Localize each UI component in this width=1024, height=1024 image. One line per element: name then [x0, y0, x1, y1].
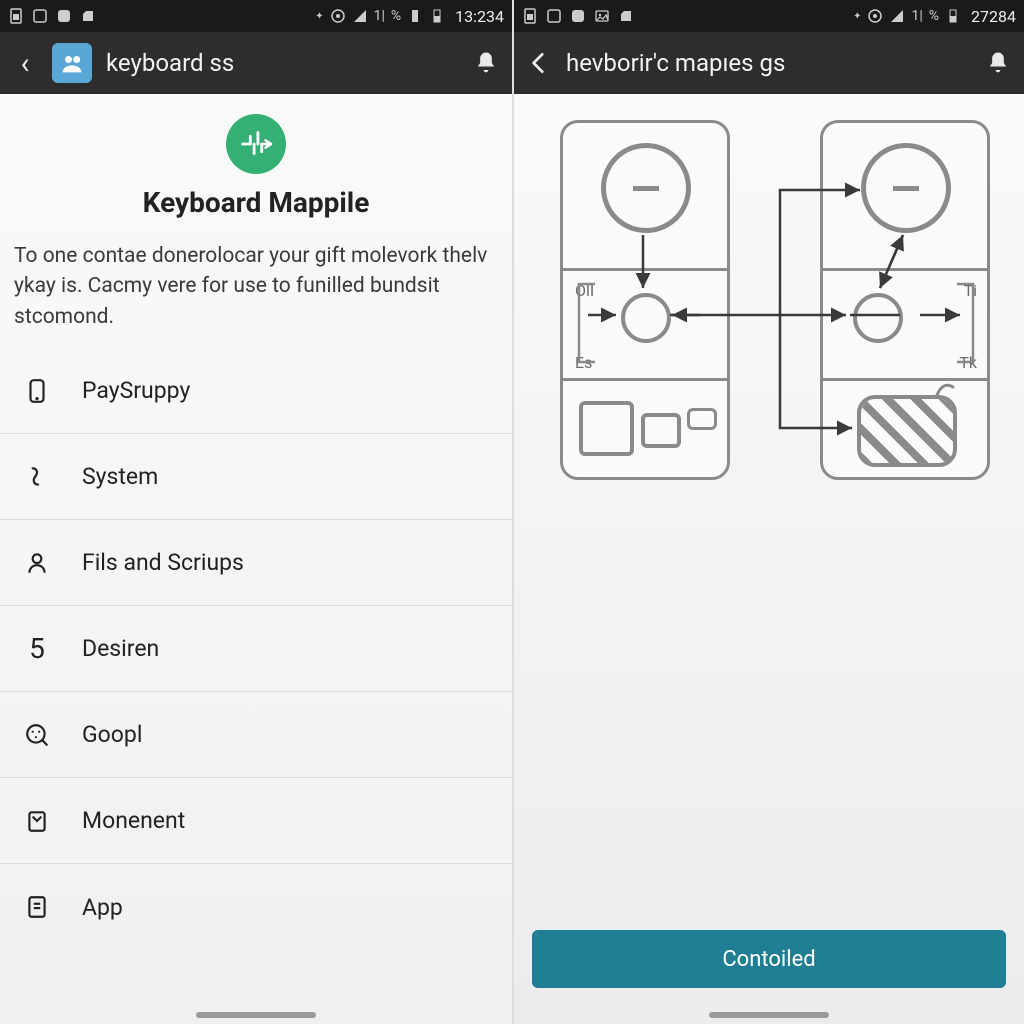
menu-item-goopl[interactable]: Goopl	[0, 692, 512, 778]
diagram-arrows	[540, 120, 1000, 500]
menu-item-system[interactable]: System	[0, 434, 512, 520]
target-icon	[867, 8, 883, 24]
percent-icon: %	[929, 8, 939, 24]
five-icon: 5	[22, 634, 52, 664]
primary-button[interactable]: Contoiled	[532, 930, 1006, 988]
menu-item-paysruppy[interactable]: PaySruppy	[0, 348, 512, 434]
hook-icon	[22, 462, 52, 492]
status-bar: ✦ 1| % 27284	[514, 0, 1024, 32]
menu-item-app[interactable]: App	[0, 864, 512, 950]
menu-label: PaySruppy	[82, 377, 190, 404]
primary-button-label: Contoiled	[722, 947, 815, 972]
phone-icon	[22, 376, 52, 406]
clipboard-icon	[22, 806, 52, 836]
target-icon	[330, 8, 346, 24]
battery-icon	[945, 8, 961, 24]
bell-icon[interactable]	[472, 49, 500, 77]
rect-filled-icon	[56, 8, 72, 24]
content-area: Keyboard Mappile To one contae doneroloc…	[0, 94, 512, 1024]
dot-icon: ✦	[853, 11, 861, 22]
back-button[interactable]	[526, 50, 552, 76]
rect-filled-icon	[570, 8, 586, 24]
pic-icon	[594, 8, 610, 24]
menu-label: Desiren	[82, 635, 159, 662]
hero: Keyboard Mappile	[0, 94, 512, 219]
app-title: hevborir'c mapıes gs	[566, 49, 785, 77]
bars-text: 1|	[374, 8, 385, 24]
menu-item-monenent[interactable]: Monenent	[0, 778, 512, 864]
signal-icon	[889, 8, 905, 24]
app-bar: hevborir'c mapıes gs	[514, 32, 1024, 94]
app-title: keyboard ss	[106, 49, 234, 77]
status-bar: ✦ 1| % 13:234	[0, 0, 512, 32]
menu-item-desiren[interactable]: 5 Desiren	[0, 606, 512, 692]
waveform-icon	[226, 114, 286, 174]
hero-title: Keyboard Mappile	[0, 186, 512, 219]
menu-label: System	[82, 463, 158, 490]
battery-icon	[407, 8, 423, 24]
screen-right: ✦ 1| % 27284 hevborir'c mapıes gs	[512, 0, 1024, 1024]
dot-icon: ✦	[315, 11, 323, 22]
sd-icon	[80, 8, 96, 24]
menu-item-fils[interactable]: Fils and Scriups	[0, 520, 512, 606]
menu-label: Monenent	[82, 807, 185, 834]
doc-icon	[22, 892, 52, 922]
menu-label: Goopl	[82, 721, 142, 748]
content-area: OlI Es Ti Tk	[514, 94, 1024, 1024]
status-clock: 13:234	[455, 7, 504, 26]
sd-icon	[618, 8, 634, 24]
diagram: OlI Es Ti Tk	[514, 94, 1024, 500]
rect-icon	[32, 8, 48, 24]
status-clock: 27284	[971, 7, 1016, 26]
gesture-bar	[709, 1012, 829, 1018]
globe-icon	[22, 720, 52, 750]
person-icon	[22, 548, 52, 578]
menu-label: App	[82, 894, 123, 921]
app-icon	[52, 43, 92, 83]
back-button[interactable]: ‹	[12, 50, 38, 76]
signal-icon	[352, 8, 368, 24]
sim-icon	[8, 8, 24, 24]
menu-list: PaySruppy System Fils and Scriups 5 Desi…	[0, 348, 512, 950]
sim-icon	[522, 8, 538, 24]
gesture-bar	[196, 1012, 316, 1018]
app-bar: ‹ keyboard ss	[0, 32, 512, 94]
menu-label: Fils and Scriups	[82, 549, 244, 576]
percent-icon: %	[391, 8, 401, 24]
battery2-icon	[429, 8, 445, 24]
bell-icon[interactable]	[984, 49, 1012, 77]
rect-icon	[546, 8, 562, 24]
description-text: To one contae donerolocar your gift mole…	[0, 241, 512, 348]
bars-text: 1|	[911, 8, 922, 24]
screen-left: ✦ 1| % 13:234 ‹ keyboard ss	[0, 0, 512, 1024]
